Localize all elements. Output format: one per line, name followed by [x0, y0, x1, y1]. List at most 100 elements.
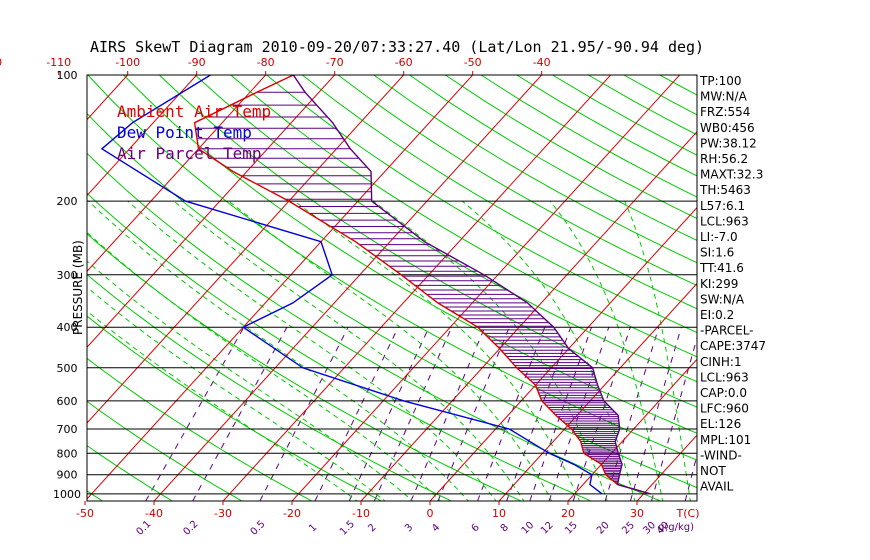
sounding-index: AVAIL [700, 480, 734, 494]
pressure-label: 900 [57, 469, 78, 482]
bottom-temperature-axis: -50 -40 -30 -20 -10 0 10 20 30 T(C) [76, 501, 699, 520]
mixing-ratio-label: 1 [307, 522, 319, 534]
mixing-ratio-label: 8 [499, 522, 511, 534]
isotherm-lines [87, 56, 870, 505]
mixing-ratio-label: 20 [595, 520, 612, 537]
top-tick-label: -40 [533, 56, 551, 69]
sounding-index: KI:299 [700, 277, 738, 291]
isotherm [87, 75, 198, 197]
sounding-index: L57:6.1 [700, 199, 745, 213]
sounding-index: LCL:963 [700, 370, 749, 384]
top-tick-label: -100 [115, 56, 140, 69]
dry-adiabat [337, 75, 697, 287]
dry-adiabat [123, 75, 697, 434]
pressure-label: 1000 [53, 488, 81, 501]
top-tick-label: -70 [326, 56, 344, 69]
dry-adiabat [87, 490, 104, 501]
sounding-index: EL:126 [700, 417, 741, 431]
bottom-unit-label: T(C) [676, 507, 700, 520]
moist-adiabat [127, 200, 497, 501]
isotherm [87, 75, 474, 500]
bottom-tick-label: -20 [283, 507, 301, 520]
isotherm [360, 131, 697, 501]
y-axis-label: PRESSURE (MB) [71, 240, 85, 335]
moist-adiabat [461, 200, 636, 501]
bottom-tick-label: -30 [214, 507, 232, 520]
plot-frame [86, 74, 698, 502]
pressure-label: 400 [57, 321, 78, 334]
isotherm [429, 206, 697, 501]
bottom-tick-label: 0 [427, 507, 434, 520]
sounding-index: CAPE:3747 [700, 339, 766, 353]
mixing-ratio-label: 25 [620, 520, 637, 537]
mixing-ratio-label: 12 [539, 520, 556, 537]
moist-adiabat [173, 200, 525, 501]
bottom-tick-label: 10 [492, 507, 506, 520]
sounding-index: WB0:456 [700, 121, 755, 135]
isotherm [87, 75, 267, 273]
mixing-ratio-label: 1.5 [338, 519, 357, 538]
isotherm [87, 75, 405, 424]
mixing-ratio-label: 10 [520, 520, 537, 537]
dry-adiabat [838, 75, 870, 505]
pressure-label: 600 [57, 395, 78, 408]
dry-adiabat [87, 75, 697, 461]
top-temperature-axis: -120 -110 -100 -90 -80 -70 -60 -50 -40 [0, 56, 551, 75]
sounding-index: TH:5463 [699, 183, 751, 197]
dry-adiabat [301, 75, 697, 310]
dry-adiabat [230, 75, 697, 358]
sounding-index: -WIND- [700, 448, 742, 462]
mixing-ratio-label: 0.2 [181, 519, 200, 538]
mixing-ratio-label: 3 [403, 522, 415, 534]
dry-adiabat [87, 152, 662, 501]
dry-adiabat [194, 75, 697, 383]
mixing-ratio-line [373, 326, 453, 501]
bottom-tick-label: -40 [145, 507, 163, 520]
moist-adiabat [549, 200, 664, 501]
sounding-index: CINH:1 [700, 355, 742, 369]
pressure-label: 200 [57, 195, 78, 208]
mixing-ratio-line [145, 326, 245, 501]
mixing-ratio-label: 15 [563, 520, 580, 537]
isotherm [498, 282, 697, 501]
dry-adiabat [803, 75, 870, 505]
bottom-tick-label: -10 [352, 507, 370, 520]
sounding-index: FRZ:554 [700, 105, 750, 119]
chart-title: AIRS SkewT Diagram 2010-09-20/07:33:27.4… [90, 38, 704, 56]
legend-dew-point-temp: Dew Point Temp [117, 123, 252, 142]
sounding-index: PW:38.12 [700, 136, 757, 150]
isotherm [222, 75, 612, 501]
top-tick-label: -120 [0, 56, 2, 69]
legend-ambient-air-temp: Ambient Air Temp [117, 102, 271, 121]
sounding-index: EI:0.2 [700, 308, 734, 322]
sounding-lines [100, 75, 651, 495]
series-line-ambient [193, 75, 651, 495]
moist-adiabat [87, 286, 386, 501]
mixing-ratio-line [684, 453, 697, 501]
moist-adiabat [87, 310, 358, 501]
dry-adiabat [266, 75, 697, 334]
dry-adiabat [373, 75, 697, 264]
mixing-ratio-line [192, 326, 288, 501]
isotherm [772, 56, 870, 505]
top-tick-label: -80 [257, 56, 275, 69]
moist-adiabat [88, 200, 469, 501]
bottom-tick-label: 20 [561, 507, 575, 520]
mixing-ratio-label: 6 [470, 522, 482, 534]
mixing-ratio-line [437, 327, 510, 501]
series-line-parcel [292, 75, 651, 495]
sounding-index: LI:-7.0 [700, 230, 738, 244]
bottom-tick-label: -50 [76, 507, 94, 520]
sounding-index: MAXT:32.3 [700, 168, 763, 182]
sounding-index: NOT [700, 464, 726, 478]
top-tick-label: -110 [46, 56, 71, 69]
pressure-label: 800 [57, 447, 78, 460]
sounding-index: -PARCEL- [700, 324, 754, 338]
mixing-ratio-label: 4 [430, 522, 442, 534]
mixing-ratio-label: 0.1 [134, 519, 153, 538]
isotherm [153, 75, 543, 501]
pressure-label: 300 [57, 269, 78, 282]
